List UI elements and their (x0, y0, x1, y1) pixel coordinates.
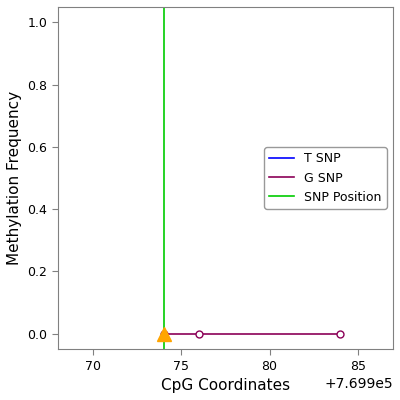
Y-axis label: Methylation Frequency: Methylation Frequency (7, 91, 22, 265)
X-axis label: CpG Coordinates: CpG Coordinates (161, 378, 290, 393)
Legend: T SNP, G SNP, SNP Position: T SNP, G SNP, SNP Position (264, 147, 387, 209)
